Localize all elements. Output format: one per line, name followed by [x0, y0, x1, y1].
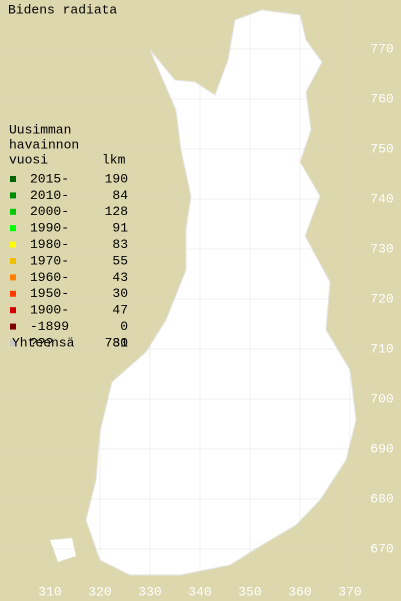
- legend-count: 91: [112, 221, 128, 236]
- legend-label: -1899: [30, 319, 69, 334]
- legend-swatch: [10, 192, 16, 199]
- legend-swatch: [10, 258, 16, 264]
- legend-swatch: [10, 241, 16, 248]
- legend-count: 47: [112, 303, 128, 318]
- title: Bidens radiata: [8, 2, 117, 17]
- aland-islands: [50, 538, 76, 562]
- legend-swatch: [10, 225, 16, 232]
- x-tick-label: 360: [288, 584, 311, 599]
- grid: 310 320 330 340 350 360 370 670 680 690 700 710 720 7…: [0, 0, 394, 599]
- y-tick-label: 720: [370, 291, 393, 306]
- legend-swatch: [10, 323, 16, 330]
- y-tick-label: 690: [370, 441, 393, 456]
- x-tick-label: 330: [138, 584, 161, 599]
- total-label: Yhteensä: [12, 335, 75, 350]
- legend-count: 30: [112, 335, 128, 350]
- legend-label: 2000-: [30, 204, 69, 219]
- x-tick-label: 350: [238, 584, 261, 599]
- legend-count: 84: [112, 188, 128, 203]
- x-tick-label: 320: [88, 584, 111, 599]
- legend-count: 83: [112, 237, 128, 252]
- legend-swatch: [10, 274, 16, 281]
- legend-heading: vuosi: [9, 152, 48, 167]
- y-tick-label: 670: [370, 541, 393, 556]
- legend-swatch: [10, 307, 16, 314]
- y-tick-label: 760: [370, 91, 393, 106]
- legend-count: 0: [120, 319, 128, 334]
- legend-label: 2010-: [30, 188, 69, 203]
- legend-swatch: [10, 208, 16, 215]
- legend-swatch: [10, 340, 16, 346]
- legend-count-heading: lkm: [102, 152, 126, 167]
- y-tick-label: 730: [370, 241, 393, 256]
- legend-label: 1990-: [30, 221, 69, 236]
- finland-outline: [85, 9, 357, 576]
- legend-label: ???: [30, 335, 53, 350]
- y-tick-label: 740: [370, 191, 393, 206]
- legend-swatch: [10, 290, 16, 297]
- x-tick-label: 340: [188, 584, 211, 599]
- y-tick-label: 710: [370, 341, 393, 356]
- legend-label: 1900-: [30, 303, 69, 318]
- legend-count: 128: [105, 204, 128, 219]
- legend-count: 30: [112, 286, 128, 301]
- legend-label: 2015-: [30, 171, 69, 186]
- legend-label: 1980-: [30, 237, 69, 252]
- legend-count: 55: [112, 253, 128, 268]
- legend-count: 43: [112, 270, 128, 285]
- y-tick-label: 700: [370, 391, 393, 406]
- x-tick-label: 310: [38, 584, 61, 599]
- total-count: 781: [105, 335, 129, 350]
- legend-label: 1950-: [30, 286, 69, 301]
- legend-heading: Uusimman: [9, 122, 71, 137]
- legend-label: 1960-: [30, 270, 69, 285]
- legend-heading: havainnon: [9, 137, 79, 152]
- x-tick-label: 370: [338, 584, 361, 599]
- y-tick-label: 680: [370, 491, 393, 506]
- legend-count: 190: [105, 171, 128, 186]
- y-tick-label: 770: [370, 41, 393, 56]
- y-tick-label: 750: [370, 141, 393, 156]
- legend-swatch: [10, 176, 16, 182]
- legend-label: 1970-: [30, 253, 69, 268]
